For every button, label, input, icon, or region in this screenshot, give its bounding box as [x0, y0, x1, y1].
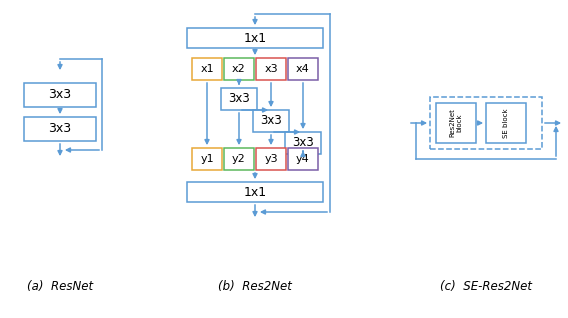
Text: 3x3: 3x3: [48, 88, 72, 101]
Text: SE block: SE block: [503, 108, 509, 138]
Text: y1: y1: [200, 154, 214, 164]
Text: 3x3: 3x3: [292, 136, 314, 149]
FancyBboxPatch shape: [24, 83, 96, 107]
FancyBboxPatch shape: [224, 148, 254, 170]
Text: y3: y3: [264, 154, 278, 164]
FancyBboxPatch shape: [285, 132, 321, 154]
Text: Res2Net
block: Res2Net block: [449, 108, 462, 137]
Text: 1x1: 1x1: [244, 31, 266, 45]
FancyBboxPatch shape: [187, 28, 323, 48]
FancyBboxPatch shape: [288, 148, 318, 170]
Text: x1: x1: [200, 64, 214, 74]
FancyBboxPatch shape: [253, 110, 289, 132]
Text: y2: y2: [232, 154, 246, 164]
FancyBboxPatch shape: [430, 97, 542, 149]
Text: (a)  ResNet: (a) ResNet: [27, 280, 93, 293]
FancyBboxPatch shape: [288, 58, 318, 80]
FancyBboxPatch shape: [224, 58, 254, 80]
Text: y4: y4: [296, 154, 310, 164]
Text: (b)  Res2Net: (b) Res2Net: [218, 280, 292, 293]
FancyBboxPatch shape: [436, 103, 476, 143]
Text: (c)  SE-Res2Net: (c) SE-Res2Net: [440, 280, 532, 293]
FancyBboxPatch shape: [221, 88, 257, 110]
Text: 3x3: 3x3: [228, 93, 250, 106]
Text: x3: x3: [264, 64, 278, 74]
Text: 3x3: 3x3: [260, 114, 282, 128]
FancyBboxPatch shape: [256, 148, 286, 170]
FancyBboxPatch shape: [187, 182, 323, 202]
FancyBboxPatch shape: [24, 117, 96, 141]
FancyBboxPatch shape: [486, 103, 526, 143]
FancyBboxPatch shape: [256, 58, 286, 80]
Text: x2: x2: [232, 64, 246, 74]
Text: x4: x4: [296, 64, 310, 74]
FancyBboxPatch shape: [192, 148, 222, 170]
Text: 1x1: 1x1: [244, 185, 266, 198]
FancyBboxPatch shape: [192, 58, 222, 80]
Text: 3x3: 3x3: [48, 122, 72, 135]
